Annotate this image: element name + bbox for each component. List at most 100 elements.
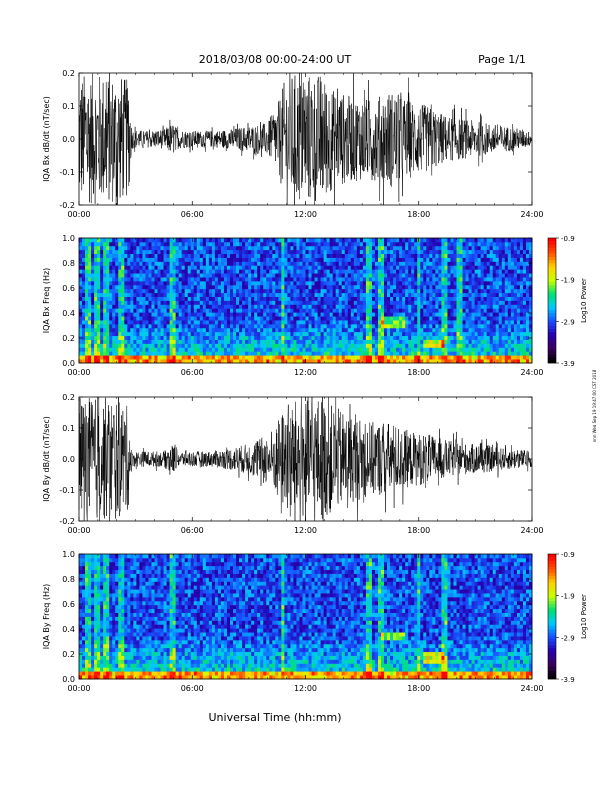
colorbar-step bbox=[548, 663, 556, 667]
colorbar-step bbox=[548, 657, 556, 661]
colorbar-step bbox=[548, 629, 556, 633]
x-tick-label: 00:00 bbox=[67, 684, 90, 693]
page-number: Page 1/1 bbox=[478, 53, 526, 66]
by-spectrogram-panel: 00:00 06:00 12:00 18:00 24:00 0.0 0.2 0.4 0.6 0.8… bbox=[42, 550, 588, 693]
colorbar-tick-label: -3.9 bbox=[561, 360, 575, 368]
x-tick-label: 24:00 bbox=[520, 526, 543, 535]
colorbar-step bbox=[548, 650, 556, 655]
x-tick-label: 00:00 bbox=[67, 526, 90, 535]
colorbar-step bbox=[548, 591, 556, 595]
y-tick-label: 0.0 bbox=[62, 675, 75, 684]
dbdt-trace bbox=[78, 396, 533, 522]
colorbar-step bbox=[548, 313, 556, 317]
x-tick-label: 24:00 bbox=[520, 210, 543, 219]
x-tick-label: 24:00 bbox=[520, 368, 543, 377]
colorbar-tick-label: -1.9 bbox=[561, 277, 575, 285]
colorbar-step bbox=[548, 278, 556, 283]
colorbar-frame bbox=[547, 237, 557, 364]
colorbar-step bbox=[548, 334, 556, 339]
colorbar-step bbox=[548, 625, 556, 630]
x-tick-label: 00:00 bbox=[67, 368, 90, 377]
colorbar-step bbox=[548, 672, 556, 677]
colorbar-step bbox=[548, 275, 556, 279]
colorbar-step bbox=[548, 309, 556, 314]
colorbar-step bbox=[548, 575, 556, 580]
colorbar-step bbox=[548, 569, 556, 574]
y-tick-label: 1.0 bbox=[62, 234, 75, 243]
colorbar-step bbox=[548, 635, 556, 639]
x-tick-label: 18:00 bbox=[407, 368, 430, 377]
colorbar-step bbox=[548, 281, 556, 286]
colorbar-step bbox=[548, 560, 556, 564]
colorbar-step bbox=[548, 269, 556, 273]
y-tick-label: 0.8 bbox=[62, 575, 75, 584]
colorbar-step bbox=[548, 604, 556, 608]
colorbar-tick-label: -0.9 bbox=[561, 551, 575, 559]
y-tick-label: -0.2 bbox=[59, 517, 75, 526]
colorbar-step bbox=[548, 266, 556, 270]
colorbar-step bbox=[548, 331, 556, 336]
colorbar-step bbox=[548, 253, 556, 258]
colorbar-step bbox=[548, 272, 556, 276]
colorbar-step bbox=[548, 675, 556, 680]
colorbar-step bbox=[548, 347, 556, 351]
colorbar-step bbox=[548, 297, 556, 301]
colorbar-step bbox=[548, 322, 556, 326]
colorbar-step bbox=[548, 666, 556, 670]
colorbar-step bbox=[548, 263, 556, 267]
colorbar-step bbox=[548, 294, 556, 298]
x-tick-label: 18:00 bbox=[407, 684, 430, 693]
colorbar-step bbox=[548, 654, 556, 658]
x-tick-label: 06:00 bbox=[181, 684, 204, 693]
y-tick-label: 0.1 bbox=[62, 424, 75, 433]
y-tick-label: 1.0 bbox=[62, 550, 75, 559]
y-tick-label: 0.0 bbox=[62, 455, 75, 464]
colorbar-step bbox=[548, 632, 556, 636]
colorbar-step bbox=[548, 582, 556, 586]
y-tick-label: 0.6 bbox=[62, 284, 75, 293]
spectrogram-cells bbox=[79, 554, 533, 680]
colorbar-step bbox=[548, 566, 556, 570]
colorbar-step bbox=[548, 303, 556, 308]
x-tick-label: 18:00 bbox=[407, 210, 430, 219]
colorbar-step bbox=[548, 597, 556, 602]
colorbar-step bbox=[548, 641, 556, 645]
colorbar-step bbox=[548, 622, 556, 627]
y-tick-label: -0.1 bbox=[59, 486, 75, 495]
y-tick-label: 0.0 bbox=[62, 135, 75, 144]
colorbar-step bbox=[548, 572, 556, 577]
colorbar-step bbox=[548, 344, 556, 348]
colorbar-step bbox=[548, 259, 556, 264]
colorbar-step bbox=[548, 359, 556, 364]
colorbar-step bbox=[548, 319, 556, 323]
colorbar-step bbox=[548, 350, 556, 354]
colorbar-step bbox=[548, 325, 556, 329]
x-tick-label: 12:00 bbox=[294, 684, 317, 693]
colorbar-step bbox=[548, 600, 556, 605]
colorbar-step bbox=[548, 610, 556, 614]
colorbar-step bbox=[548, 247, 556, 251]
colorbar-step bbox=[548, 557, 556, 561]
y-tick-label: 0.4 bbox=[62, 309, 75, 318]
x-tick-label: 12:00 bbox=[294, 368, 317, 377]
x-tick-label: 24:00 bbox=[520, 684, 543, 693]
y-tick-label: 0.1 bbox=[62, 102, 75, 111]
colorbar-step bbox=[548, 554, 556, 558]
y-tick-label: 0.0 bbox=[62, 359, 75, 368]
side-stamp: nnn Wed Sep 19 19:47:00 CST 2018 bbox=[592, 369, 597, 442]
x-tick-label: 00:00 bbox=[67, 210, 90, 219]
spectrogram-cells bbox=[79, 238, 533, 364]
by-dbdt-panel: 00:00 06:00 12:00 18:00 24:00 -0.2 -0.1 0.0 0.1 0… bbox=[42, 393, 544, 535]
colorbar-step bbox=[548, 288, 556, 292]
colorbar-step bbox=[548, 238, 556, 242]
colorbar-step bbox=[548, 338, 556, 342]
y-tick-label: 0.6 bbox=[62, 600, 75, 609]
colorbar-tick-label: -3.9 bbox=[561, 676, 575, 684]
x-tick-label: 06:00 bbox=[181, 368, 204, 377]
colorbar-step bbox=[548, 300, 556, 304]
colorbar-step bbox=[548, 244, 556, 248]
x-tick-label: 18:00 bbox=[407, 526, 430, 535]
colorbar-tick-label: -0.9 bbox=[561, 235, 575, 243]
bx-dbdt-panel: 00:00 06:00 12:00 18:00 24:00 -0.2 -0.1 0.0 0.1 0… bbox=[42, 69, 544, 219]
